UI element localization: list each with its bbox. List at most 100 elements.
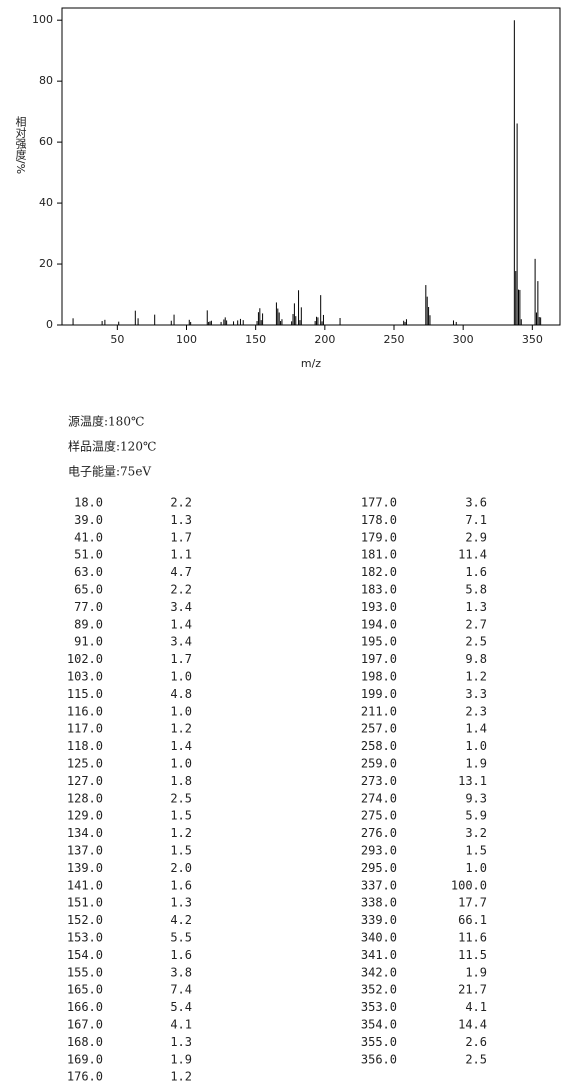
table-intensity: 3.2	[465, 826, 487, 840]
table-mz: 176.0	[67, 1070, 103, 1082]
table-mz: 125.0	[67, 757, 103, 771]
table-mz: 77.0	[74, 600, 103, 614]
table-mz: 353.0	[361, 1000, 397, 1014]
table-mz: 276.0	[361, 826, 397, 840]
table-mz: 183.0	[361, 583, 397, 597]
table-mz: 129.0	[67, 809, 103, 823]
y-tick-label: 100	[32, 13, 53, 26]
table-mz: 181.0	[361, 548, 397, 562]
table-mz: 165.0	[67, 983, 103, 997]
table-intensity: 1.3	[170, 1035, 192, 1049]
table-intensity: 1.7	[170, 530, 192, 544]
table-intensity: 1.7	[170, 652, 192, 666]
table-intensity: 100.0	[451, 878, 487, 892]
table-mz: 168.0	[67, 1035, 103, 1049]
table-mz: 258.0	[361, 739, 397, 753]
table-mz: 295.0	[361, 861, 397, 875]
table-mz: 91.0	[74, 635, 103, 649]
table-mz: 117.0	[67, 722, 103, 736]
table-intensity: 66.1	[458, 913, 487, 927]
table-mz: 211.0	[361, 704, 397, 718]
y-tick-label: 60	[39, 135, 53, 148]
table-intensity: 2.6	[465, 1035, 487, 1049]
y-axis-title: 相对强度/%	[14, 116, 27, 174]
table-mz: 139.0	[67, 861, 103, 875]
x-tick-label: 150	[245, 333, 266, 346]
table-mz: 41.0	[74, 530, 103, 544]
table-intensity: 1.0	[170, 670, 192, 684]
table-mz: 166.0	[67, 1000, 103, 1014]
x-tick-label: 200	[314, 333, 335, 346]
table-intensity: 11.6	[458, 931, 487, 945]
table-mz: 193.0	[361, 600, 397, 614]
y-tick-label: 20	[39, 257, 53, 270]
table-mz: 179.0	[361, 530, 397, 544]
table-mz: 155.0	[67, 965, 103, 979]
y-tick-label: 80	[39, 74, 53, 87]
table-mz: 141.0	[67, 878, 103, 892]
table-intensity: 2.3	[465, 704, 487, 718]
table-intensity: 2.7	[465, 617, 487, 631]
table-mz: 116.0	[67, 704, 103, 718]
table-intensity: 1.4	[170, 739, 192, 753]
table-intensity: 2.2	[170, 496, 192, 510]
condition: 源温度:180℃	[68, 414, 144, 429]
x-tick-label: 100	[176, 333, 197, 346]
table-mz: 169.0	[67, 1052, 103, 1066]
table-mz: 127.0	[67, 774, 103, 788]
table-intensity: 1.2	[170, 826, 192, 840]
table-intensity: 5.4	[170, 1000, 192, 1014]
table-intensity: 1.9	[465, 757, 487, 771]
table-intensity: 1.6	[170, 948, 192, 962]
table-mz: 275.0	[361, 809, 397, 823]
table-intensity: 1.9	[465, 965, 487, 979]
table-mz: 194.0	[361, 617, 397, 631]
table-intensity: 1.1	[170, 548, 192, 562]
table-intensity: 1.2	[170, 722, 192, 736]
table-mz: 51.0	[74, 548, 103, 562]
table-intensity: 1.0	[170, 757, 192, 771]
y-tick-label: 40	[39, 196, 53, 209]
table-mz: 342.0	[361, 965, 397, 979]
table-intensity: 21.7	[458, 983, 487, 997]
table-mz: 89.0	[74, 617, 103, 631]
table-intensity: 7.1	[465, 513, 487, 527]
table-intensity: 1.5	[170, 844, 192, 858]
table-intensity: 2.5	[170, 791, 192, 805]
table-intensity: 3.4	[170, 635, 192, 649]
condition: 电子能量:75eV	[68, 465, 151, 479]
table-intensity: 7.4	[170, 983, 192, 997]
x-tick-label: 250	[384, 333, 405, 346]
table-mz: 167.0	[67, 1018, 103, 1032]
table-mz: 274.0	[361, 791, 397, 805]
table-mz: 178.0	[361, 513, 397, 527]
table-mz: 103.0	[67, 670, 103, 684]
table-mz: 354.0	[361, 1018, 397, 1032]
table-intensity: 5.8	[465, 583, 487, 597]
table-intensity: 1.9	[170, 1052, 192, 1066]
table-mz: 153.0	[67, 931, 103, 945]
table-intensity: 3.8	[170, 965, 192, 979]
table-intensity: 2.2	[170, 583, 192, 597]
table-intensity: 5.5	[170, 931, 192, 945]
table-intensity: 1.3	[170, 896, 192, 910]
table-mz: 337.0	[361, 878, 397, 892]
table-intensity: 2.5	[465, 1052, 487, 1066]
table-intensity: 2.9	[465, 530, 487, 544]
table-intensity: 1.0	[465, 861, 487, 875]
table-mz: 115.0	[67, 687, 103, 701]
table-mz: 134.0	[67, 826, 103, 840]
y-tick-label: 0	[46, 318, 53, 331]
table-intensity: 1.5	[465, 844, 487, 858]
table-intensity: 9.8	[465, 652, 487, 666]
table-intensity: 4.1	[465, 1000, 487, 1014]
table-intensity: 1.6	[170, 878, 192, 892]
table-mz: 259.0	[361, 757, 397, 771]
table-intensity: 1.0	[465, 739, 487, 753]
table-mz: 118.0	[67, 739, 103, 753]
table-intensity: 1.8	[170, 774, 192, 788]
table-intensity: 5.9	[465, 809, 487, 823]
table-intensity: 14.4	[458, 1018, 487, 1032]
table-mz: 355.0	[361, 1035, 397, 1049]
